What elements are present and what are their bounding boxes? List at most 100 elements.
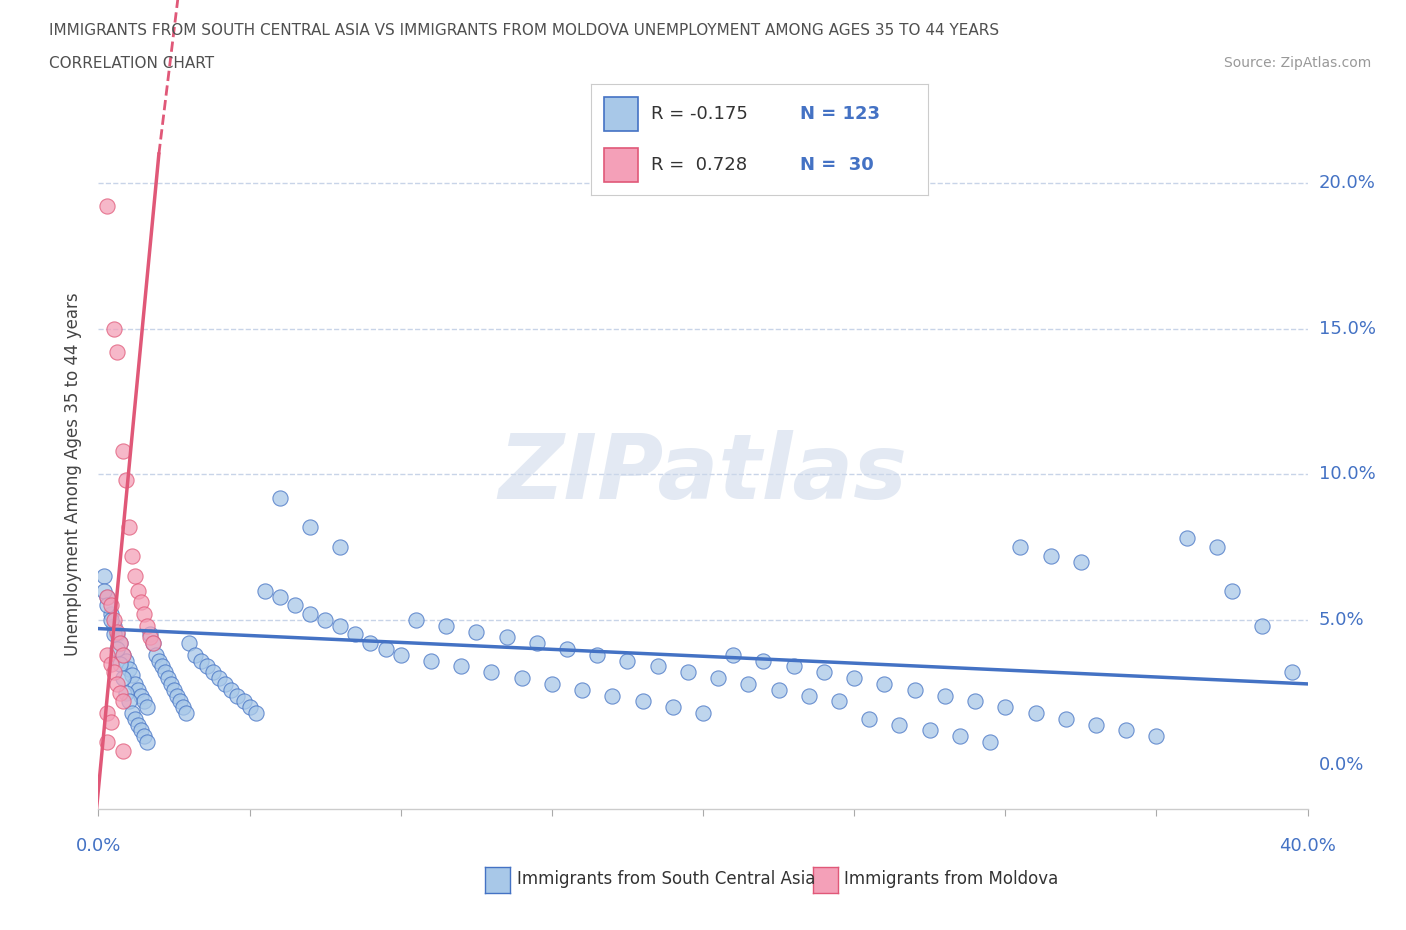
- Point: [160, 676, 183, 691]
- Point: [135, 618, 157, 633]
- Point: [202, 665, 225, 680]
- Point: [208, 671, 231, 685]
- Point: [465, 624, 488, 639]
- Point: [419, 653, 441, 668]
- Point: [105, 642, 128, 657]
- Point: [142, 636, 165, 651]
- Point: [782, 659, 804, 674]
- Point: [169, 694, 191, 709]
- Point: [737, 676, 759, 691]
- Point: [108, 636, 131, 651]
- Text: Immigrants from South Central Asia: Immigrants from South Central Asia: [517, 870, 815, 888]
- Point: [129, 595, 152, 610]
- Point: [129, 688, 152, 703]
- Point: [374, 642, 396, 657]
- Point: [1085, 717, 1108, 732]
- Point: [103, 321, 125, 336]
- Point: [93, 569, 115, 584]
- Point: [96, 735, 118, 750]
- Point: [889, 717, 911, 732]
- Point: [156, 671, 179, 685]
- Point: [721, 647, 744, 662]
- Point: [108, 636, 131, 651]
- Point: [232, 694, 254, 709]
- Point: [145, 647, 167, 662]
- Point: [111, 647, 134, 662]
- Point: [177, 636, 201, 651]
- Point: [132, 729, 155, 744]
- Point: [979, 735, 1001, 750]
- Point: [100, 714, 122, 729]
- Point: [172, 699, 194, 714]
- Point: [245, 706, 267, 721]
- Point: [844, 671, 866, 685]
- Text: 5.0%: 5.0%: [1319, 611, 1364, 629]
- Y-axis label: Unemployment Among Ages 35 to 44 years: Unemployment Among Ages 35 to 44 years: [65, 293, 83, 656]
- Point: [96, 199, 118, 214]
- Point: [495, 630, 517, 644]
- Point: [450, 659, 472, 674]
- Point: [752, 653, 775, 668]
- Point: [676, 665, 699, 680]
- Point: [111, 444, 134, 458]
- Point: [108, 656, 131, 671]
- Point: [1024, 706, 1046, 721]
- Point: [105, 624, 128, 639]
- Point: [103, 627, 125, 642]
- Text: N = 123: N = 123: [800, 105, 880, 123]
- Point: [1070, 554, 1092, 569]
- Point: [190, 653, 212, 668]
- Point: [139, 630, 162, 644]
- Point: [142, 636, 165, 651]
- Point: [127, 717, 149, 732]
- Text: IMMIGRANTS FROM SOUTH CENTRAL ASIA VS IMMIGRANTS FROM MOLDOVA UNEMPLOYMENT AMONG: IMMIGRANTS FROM SOUTH CENTRAL ASIA VS IM…: [49, 23, 1000, 38]
- Point: [647, 659, 669, 674]
- Bar: [605, 149, 638, 182]
- Point: [132, 606, 155, 621]
- Point: [1144, 729, 1167, 744]
- Point: [344, 627, 367, 642]
- Point: [661, 699, 683, 714]
- Point: [631, 694, 654, 709]
- Point: [555, 642, 578, 657]
- Point: [284, 598, 307, 613]
- Point: [586, 647, 609, 662]
- Point: [1175, 531, 1198, 546]
- Point: [965, 694, 987, 709]
- Text: 0.0%: 0.0%: [1319, 756, 1364, 775]
- Point: [214, 676, 236, 691]
- Point: [96, 589, 118, 604]
- Point: [127, 583, 149, 598]
- Point: [93, 583, 115, 598]
- Point: [105, 345, 128, 360]
- Text: 10.0%: 10.0%: [1319, 465, 1375, 484]
- Point: [103, 613, 125, 628]
- Point: [100, 606, 122, 621]
- Text: 20.0%: 20.0%: [1319, 174, 1375, 193]
- Point: [96, 598, 118, 613]
- Point: [314, 613, 336, 628]
- Point: [1251, 618, 1274, 633]
- Point: [221, 683, 243, 698]
- Point: [135, 735, 157, 750]
- Point: [768, 683, 790, 698]
- Bar: [605, 97, 638, 130]
- Point: [124, 676, 146, 691]
- Point: [540, 676, 562, 691]
- Point: [111, 694, 134, 709]
- Point: [858, 711, 880, 726]
- Point: [100, 613, 122, 628]
- Point: [184, 647, 207, 662]
- Text: R = -0.175: R = -0.175: [651, 105, 748, 123]
- Point: [100, 656, 122, 671]
- Text: R =  0.728: R = 0.728: [651, 156, 748, 174]
- Point: [135, 699, 157, 714]
- Point: [526, 636, 548, 651]
- Text: ZIPatlas: ZIPatlas: [499, 431, 907, 518]
- Point: [108, 685, 131, 700]
- Point: [692, 706, 714, 721]
- Text: Source: ZipAtlas.com: Source: ZipAtlas.com: [1223, 56, 1371, 70]
- Point: [121, 706, 143, 721]
- Point: [269, 589, 291, 604]
- Point: [918, 723, 941, 737]
